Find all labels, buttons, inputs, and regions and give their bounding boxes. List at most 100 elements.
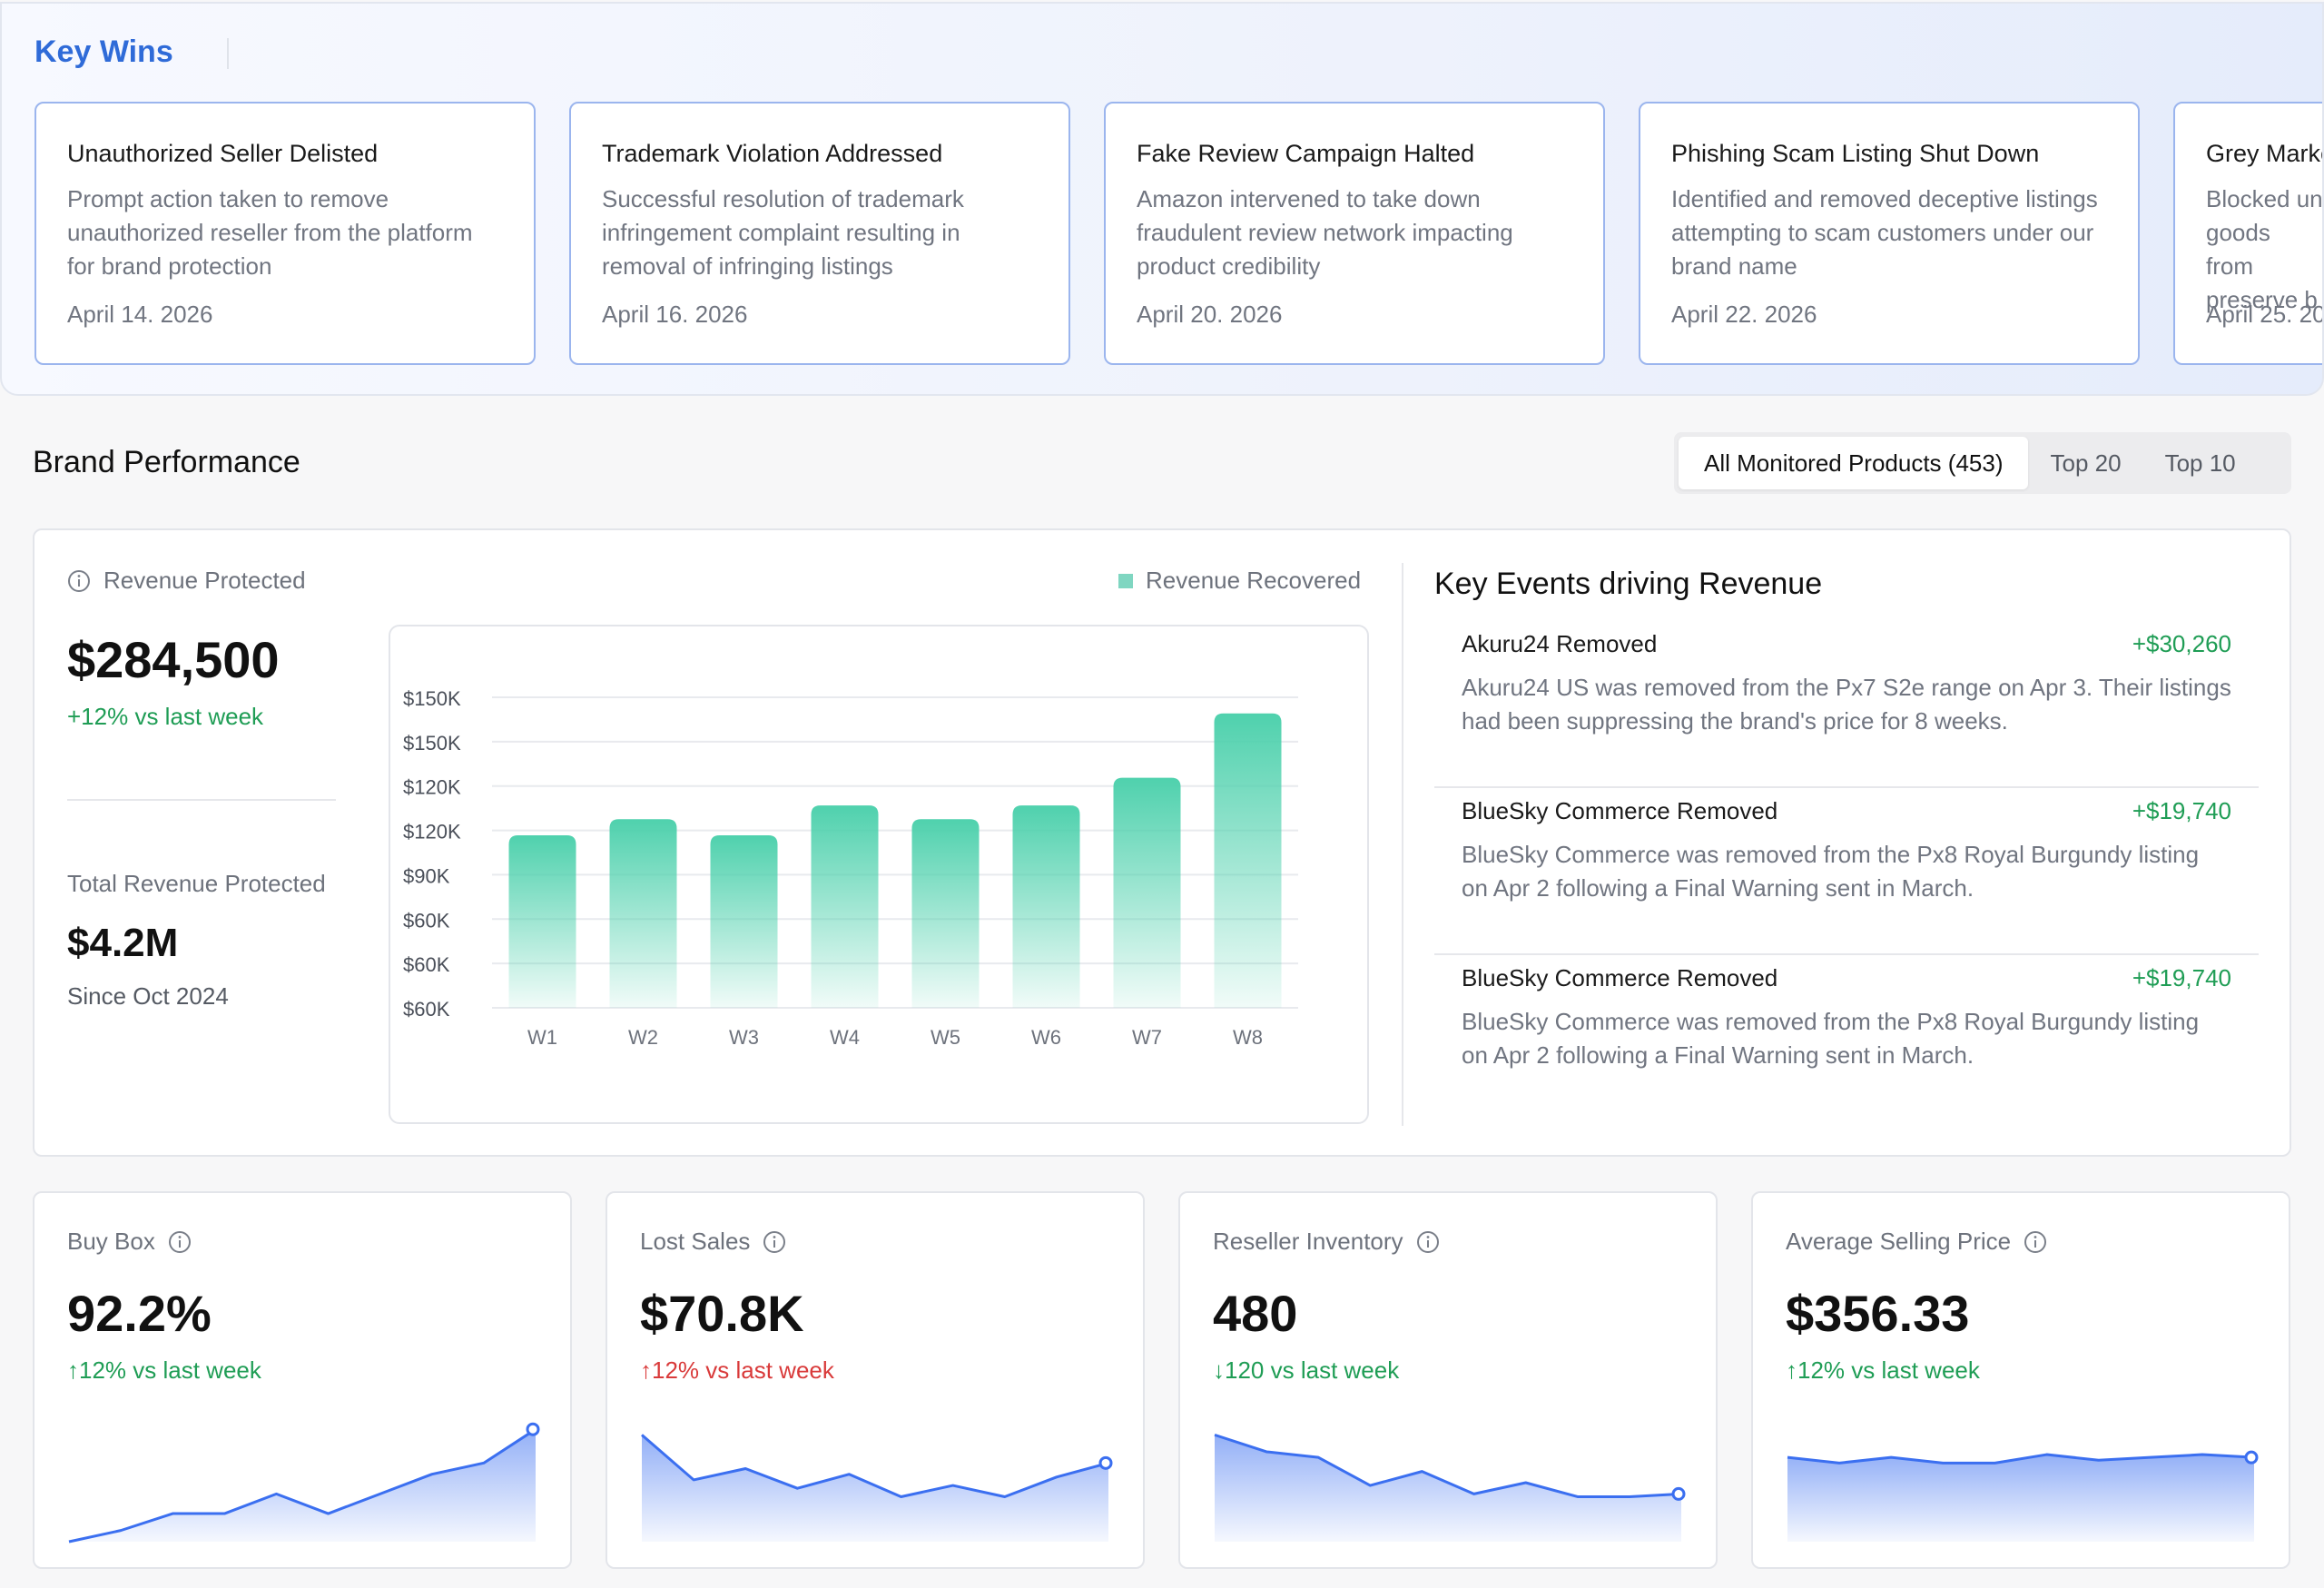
chart-bar[interactable] [710,835,778,1008]
metric-change: ↓120 vs last week [1213,1356,1400,1384]
x-tick-label: W6 [1031,1026,1061,1049]
x-tick-label: W7 [1132,1026,1162,1049]
key-event-name: BlueSky Commerce Removed [1462,797,1778,824]
sparkline-line [1214,1433,1682,1498]
tab-all-monitored-products[interactable]: All Monitored Products (453) [1679,437,2029,489]
revenue-protected-value: $284,500 [67,631,280,688]
chart-bar[interactable] [609,819,677,1008]
metric-value: $356.33 [1786,1285,1970,1342]
metric-change: ↑12% vs last week [640,1356,834,1384]
metric-card-lost-sales[interactable]: Lost Sales $70.8K ↑12% vs last week [606,1191,1145,1569]
win-card[interactable]: Fake Review Campaign Halted Amazon inter… [1104,102,1605,365]
revenue-protected-text: Revenue Protected [103,567,306,594]
info-icon[interactable] [763,1230,786,1254]
product-filter-tabs: All Monitored Products (453) Top 20 Top … [1674,432,2291,494]
x-tick-label: W3 [729,1026,759,1049]
sparkline-line [1787,1453,2255,1465]
total-revenue-since: Since Oct 2024 [67,982,229,1010]
metric-value: 480 [1213,1285,1298,1342]
win-card-date: April 20. 2026 [1137,301,1283,328]
win-card-description: Blocked un goods from preserve b [2206,185,2323,313]
y-tick-label: $60K [403,909,450,932]
x-tick-label: W2 [628,1026,658,1049]
chart-bar[interactable] [911,819,980,1008]
legend-label: Revenue Recovered [1146,567,1362,594]
y-tick-label: $150K [403,687,461,710]
win-card-date: April 25. 20 [2206,301,2324,328]
win-card-title: Trademark Violation Addressed [602,140,943,167]
key-event-item[interactable]: Akuru24 Removed +$30,260 Akuru24 US was … [1434,630,2259,788]
divider [1402,563,1403,1126]
sparkline [1787,1450,2259,1542]
metric-card-average-selling-price[interactable]: Average Selling Price $356.33 ↑12% vs la… [1751,1191,2290,1569]
chart-legend: Revenue Recovered [1118,567,1361,595]
metric-change: ↑12% vs last week [67,1356,261,1384]
sparkline-line [68,1427,537,1544]
sparkline-endpoint [1671,1486,1686,1501]
key-event-item[interactable]: BlueSky Commerce Removed +$19,740 BlueSk… [1434,964,2259,1122]
metric-value: 92.2% [67,1285,212,1342]
x-tick-label: W8 [1233,1026,1263,1049]
chart-bar[interactable] [1214,713,1282,1008]
key-event-name: Akuru24 Removed [1462,630,1658,657]
chart-bar[interactable] [508,835,576,1008]
metric-label: Reseller Inventory [1213,1228,1440,1256]
legend-swatch [1118,573,1133,588]
metric-value: $70.8K [640,1285,804,1342]
win-card[interactable]: Trademark Violation Addressed Successful… [569,102,1070,365]
win-card-date: April 16. 2026 [602,301,748,328]
sparkline-area [69,1429,536,1542]
win-card-title: Fake Review Campaign Halted [1137,140,1475,167]
revenue-change: +12% vs last week [67,703,264,730]
metric-card-buy-box[interactable]: Buy Box 92.2% ↑12% vs last week [33,1191,572,1569]
metric-label-text: Average Selling Price [1786,1228,2012,1255]
metric-label-text: Reseller Inventory [1213,1228,1403,1255]
win-card-description: Prompt action taken to remove unauthoriz… [67,185,473,280]
y-tick-label: $60K [403,953,450,976]
metric-label: Average Selling Price [1786,1228,2047,1256]
y-tick-label: $120K [403,821,461,843]
y-tick-label: $90K [403,864,450,887]
brand-performance-title: Brand Performance [33,445,300,479]
chart-bar[interactable] [1113,777,1181,1008]
key-event-item[interactable]: BlueSky Commerce Removed +$19,740 BlueSk… [1434,797,2259,955]
info-icon[interactable] [2024,1230,2047,1254]
win-card-description: Successful resolution of trademark infri… [602,185,964,280]
key-event-amount: +$19,740 [2132,964,2231,991]
key-event-description: Akuru24 US was removed from the Px7 S2e … [1462,674,2231,735]
sparkline [641,1434,1113,1542]
sparkline-endpoint [2244,1450,2259,1465]
win-card-date: April 14. 2026 [67,301,213,328]
key-wins-title: Key Wins [34,35,173,69]
chart-bar[interactable] [1012,805,1080,1008]
key-event-amount: +$30,260 [2132,630,2231,657]
win-card-description: Identified and removed deceptive listing… [1671,185,2098,280]
info-icon[interactable] [1416,1230,1440,1254]
revenue-panel: Revenue Protected $284,500 +12% vs last … [33,528,2291,1157]
sparkline-line [641,1434,1109,1498]
tab-top-10[interactable]: Top 10 [2164,449,2236,477]
chart-bar[interactable] [811,805,879,1008]
metric-card-reseller-inventory[interactable]: Reseller Inventory 480 ↓120 vs last week [1178,1191,1718,1569]
win-card-date: April 22. 2026 [1671,301,1817,328]
y-tick-label: $120K [403,776,461,799]
revenue-protected-label: Revenue Protected [67,567,306,595]
key-event-description: BlueSky Commerce was removed from the Px… [1462,1008,2200,1069]
sparkline-area [1787,1455,2254,1542]
key-event-amount: +$19,740 [2132,797,2231,824]
metric-change: ↑12% vs last week [1786,1356,1980,1384]
key-event-name: BlueSky Commerce Removed [1462,964,1778,991]
metric-label-text: Buy Box [67,1228,155,1255]
key-wins-section: Key Wins Unauthorized Seller Delisted Pr… [0,2,2324,396]
revenue-chart: $150K $150K $120K $120K $90K $60K $60K $60K W1 W2… [389,625,1369,1124]
win-card[interactable]: Unauthorized Seller Delisted Prompt acti… [34,102,536,365]
win-card[interactable]: Grey Marke Blocked un goods from preserv… [2173,102,2324,365]
win-card-title: Phishing Scam Listing Shut Down [1671,140,2040,167]
x-tick-label: W4 [830,1026,860,1049]
sparkline-endpoint [1098,1455,1113,1470]
key-events-title: Key Events driving Revenue [1434,567,1823,601]
info-icon[interactable] [67,569,91,593]
info-icon[interactable] [168,1230,192,1254]
tab-top-20[interactable]: Top 20 [2050,449,2122,477]
win-card[interactable]: Phishing Scam Listing Shut Down Identifi… [1639,102,2140,365]
